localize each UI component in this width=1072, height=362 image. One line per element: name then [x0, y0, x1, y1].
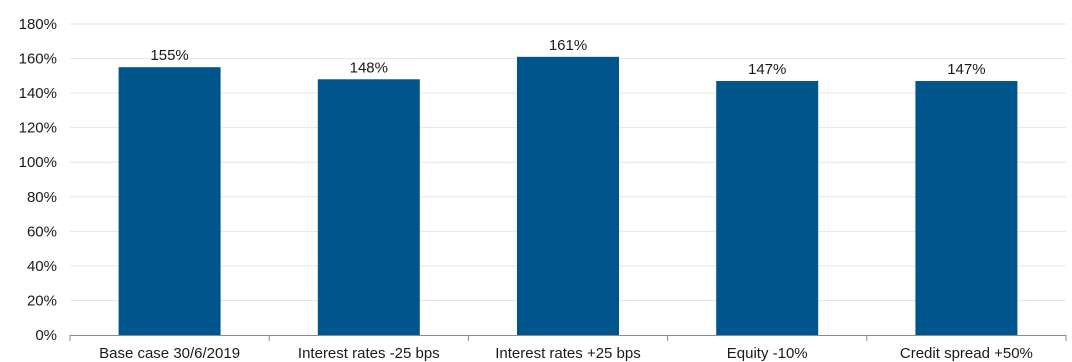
data-label: 148%: [350, 59, 388, 76]
y-tick-label: 140%: [19, 85, 57, 102]
data-label: 147%: [947, 61, 985, 78]
bars: [118, 56, 1018, 336]
y-tick-label: 60%: [27, 223, 57, 240]
data-labels: 155% 148% 161% 147% 147%: [150, 37, 985, 78]
y-tick-label: 180%: [19, 16, 57, 33]
y-tick-label: 80%: [27, 189, 57, 206]
bar: [915, 81, 1018, 336]
x-axis: [69, 335, 1067, 341]
x-category-label: Base case 30/6/2019: [99, 345, 240, 362]
bar: [317, 79, 420, 336]
y-tick-label: 120%: [19, 120, 57, 137]
bar: [517, 56, 619, 335]
y-tick-label: 20%: [27, 292, 57, 309]
y-tick-label: 100%: [19, 154, 57, 171]
bar: [118, 67, 221, 335]
x-category-label: Interest rates -25 bps: [298, 345, 440, 362]
data-label: 155%: [150, 47, 188, 64]
bar: [716, 81, 819, 336]
y-axis-tick-labels: 0% 20% 40% 60% 80% 100% 120% 140% 160% 180%: [19, 16, 57, 344]
y-tick-label: 160%: [19, 51, 57, 68]
x-category-label: Credit spread +50%: [900, 345, 1033, 362]
x-axis-category-labels: Base case 30/6/2019 Interest rates -25 bp…: [99, 345, 1033, 362]
y-tick-label: 0%: [35, 327, 57, 344]
x-category-label: Equity -10%: [727, 345, 808, 362]
data-label: 161%: [549, 37, 587, 54]
x-category-label: Interest rates +25 bps: [495, 345, 641, 362]
data-label: 147%: [748, 61, 786, 78]
y-tick-label: 40%: [27, 258, 57, 275]
